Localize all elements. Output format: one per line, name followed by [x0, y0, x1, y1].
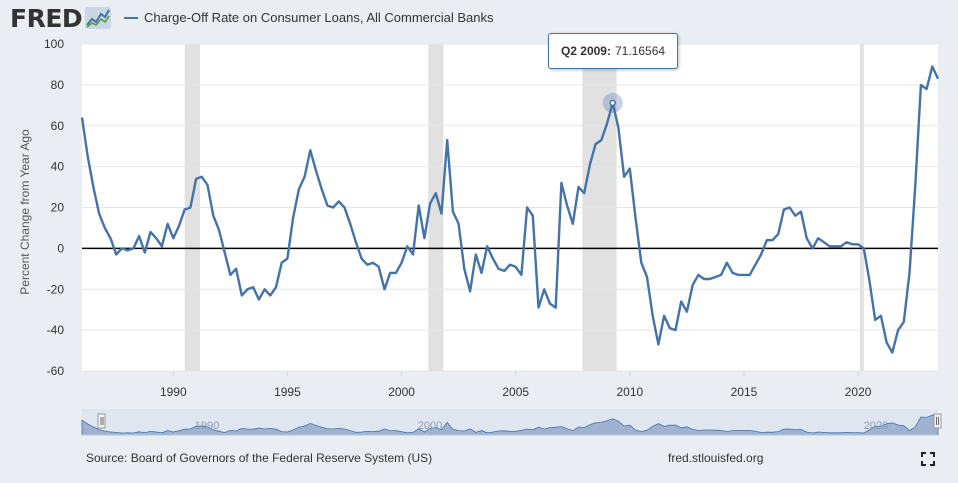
tooltip-label: Q2 2009:	[560, 44, 611, 58]
highlight-point[interactable]	[609, 99, 616, 107]
legend[interactable]: Charge-Off Rate on Consumer Loans, All C…	[124, 10, 493, 25]
y-tick-label: 60	[51, 119, 65, 133]
y-tick-label: 80	[51, 78, 65, 92]
y-tick-label: 20	[51, 201, 65, 215]
navigator-labels: 1990 2000 2020	[195, 420, 888, 432]
logo-text: FRED	[10, 3, 83, 33]
x-tick-label: 1995	[274, 385, 301, 399]
y-tick-label: 40	[51, 160, 65, 174]
y-tick-label: -20	[47, 282, 65, 296]
grid-lines	[82, 43, 938, 372]
tooltip: Q2 2009: 71.16564	[548, 33, 678, 69]
y-tick-label: 100	[44, 37, 64, 51]
x-tick-label: 1990	[160, 385, 187, 399]
x-tick-label: 2010	[616, 385, 643, 399]
navigator-handle-right[interactable]	[933, 413, 942, 429]
navigator-label: 2000	[418, 420, 442, 432]
header: FRED Charge-Off Rate on Consumer Loans, …	[0, 0, 958, 36]
x-tick-label: 2020	[845, 385, 872, 399]
x-tick-label: 2015	[731, 385, 758, 399]
source-note: Source: Board of Governors of the Federa…	[86, 451, 433, 465]
y-axis-label: Percent Change from Year Ago	[18, 129, 32, 295]
fullscreen-icon[interactable]	[920, 451, 936, 467]
x-axis: 1990 1995 2000 2005 2010 2015 2020	[160, 371, 872, 399]
y-axis: 100 80 60 40 20 0 -20 -40 -60	[44, 37, 64, 378]
y-tick-label: 0	[57, 241, 64, 255]
legend-swatch	[124, 16, 138, 19]
navigator[interactable]: 1990 2000 2020	[81, 409, 942, 436]
site-url[interactable]: fred.stlouisfed.org	[668, 451, 764, 465]
fred-logo[interactable]: FRED	[10, 3, 112, 33]
x-tick-label: 2005	[502, 385, 529, 399]
legend-label: Charge-Off Rate on Consumer Loans, All C…	[144, 10, 494, 25]
navigator-label: 2020	[864, 420, 888, 432]
fred-chart-icon	[85, 7, 112, 29]
y-tick-label: -40	[47, 323, 65, 337]
navigator-series	[81, 414, 939, 436]
y-tick-label: -60	[47, 364, 65, 378]
series-line[interactable]	[80, 65, 940, 354]
navigator-label: 1990	[195, 420, 219, 432]
navigator-handle-left[interactable]	[97, 413, 106, 429]
x-tick-label: 2000	[388, 385, 415, 399]
tooltip-value: 71.16564	[614, 44, 666, 58]
